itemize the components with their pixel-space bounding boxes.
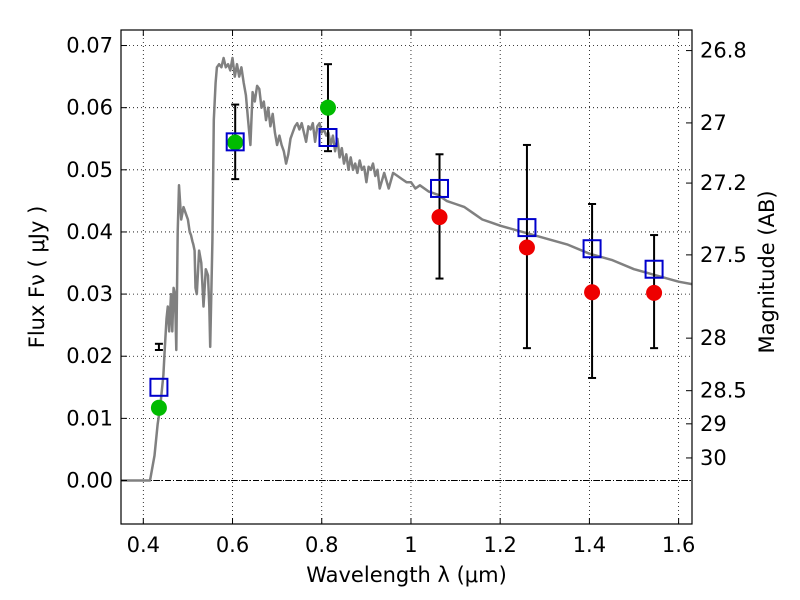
model-point xyxy=(582,239,602,259)
model-sed-line xyxy=(121,56,692,482)
axis-ticks xyxy=(121,30,692,524)
x-tick-label: 1.2 xyxy=(483,533,516,557)
y-axis-title: Flux Fν ( μJy ) xyxy=(25,206,49,349)
mag-tick-label: 27.5 xyxy=(700,243,747,267)
mag-tick-label: 27.2 xyxy=(700,171,747,195)
model-point xyxy=(430,178,450,198)
y-tick-label: 0.07 xyxy=(66,34,113,58)
observed-point xyxy=(150,399,167,416)
x-tick-label: 1 xyxy=(404,533,417,557)
data-series xyxy=(121,56,692,482)
model-point xyxy=(318,127,338,147)
x-tick-label: 0.8 xyxy=(305,533,338,557)
grid-lines xyxy=(121,30,692,524)
model-point xyxy=(517,218,537,238)
observed-point xyxy=(518,239,535,256)
y-tick-label: 0.05 xyxy=(66,158,113,182)
x-tick-label: 0.4 xyxy=(127,533,160,557)
x-tick-label: 1.6 xyxy=(662,533,695,557)
mag-tick-label: 28 xyxy=(700,326,727,350)
mag-tick-label: 27 xyxy=(700,111,727,135)
observed-point xyxy=(227,134,244,151)
y-tick-label: 0.04 xyxy=(66,220,113,244)
y2-axis-title: Magnitude (AB) xyxy=(755,190,779,353)
mag-tick-label: 30 xyxy=(700,446,727,470)
y-tick-label: 0.02 xyxy=(66,344,113,368)
model-point xyxy=(644,259,664,279)
x-tick-label: 1.4 xyxy=(573,533,606,557)
x-tick-label: 0.6 xyxy=(216,533,249,557)
mag-tick-label: 26.8 xyxy=(700,39,747,63)
plot-frame xyxy=(120,29,693,525)
observed-point xyxy=(431,209,448,226)
model-point xyxy=(149,377,169,397)
mag-tick-label: 29 xyxy=(700,412,727,436)
y-tick-label: 0.00 xyxy=(66,469,113,493)
model-point xyxy=(225,132,245,152)
y-tick-label: 0.03 xyxy=(66,282,113,306)
x-axis-title: Wavelength λ (μm) xyxy=(306,563,507,587)
observed-point xyxy=(584,284,601,301)
mag-tick-label: 28.5 xyxy=(700,379,747,403)
tick-labels: 0.4 0.6 0.8 1 1.2 1.4 1.6 0.00 0.01 0.02 0.03 0.04 0… xyxy=(66,34,747,557)
y-tick-label: 0.06 xyxy=(66,96,113,120)
observed-point xyxy=(646,284,663,301)
y-tick-label: 0.01 xyxy=(66,406,113,430)
observed-point xyxy=(319,99,336,116)
